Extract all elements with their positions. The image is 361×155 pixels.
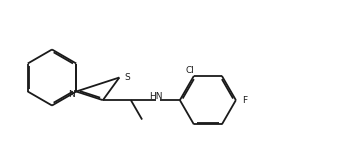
Text: HN: HN (149, 92, 163, 101)
Text: F: F (242, 96, 247, 105)
Text: S: S (124, 73, 130, 82)
Text: Cl: Cl (186, 66, 195, 75)
Text: N: N (69, 90, 75, 99)
